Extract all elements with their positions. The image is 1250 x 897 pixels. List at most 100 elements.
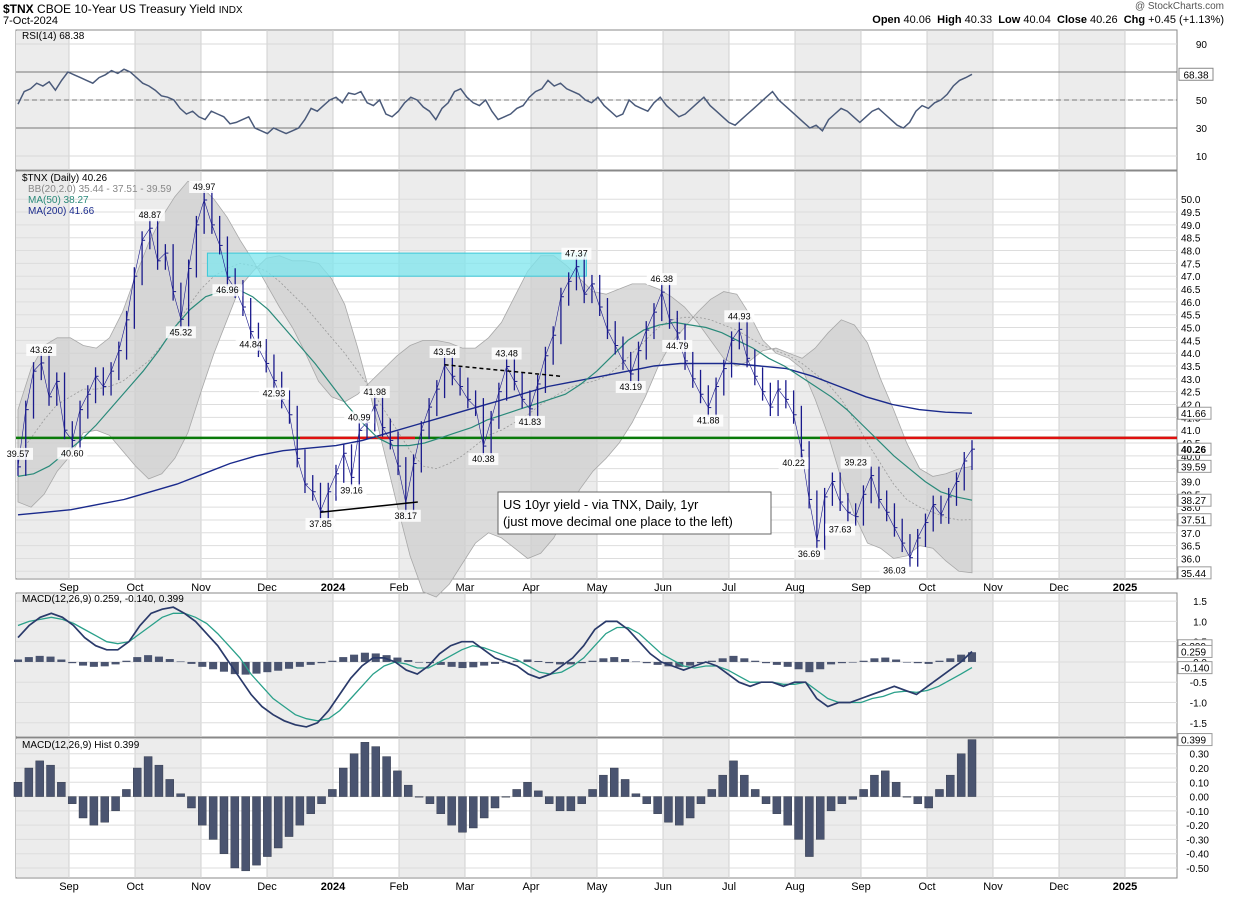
macd-hist-bar <box>718 658 727 662</box>
macd-hist-bar <box>57 659 66 662</box>
macd-hist-bar <box>458 661 467 669</box>
macd-hist-bar <box>436 661 445 665</box>
macd-hist-bar <box>588 660 597 662</box>
price-annotation-box <box>344 411 375 424</box>
macd-hist-bar <box>686 661 695 666</box>
hist-bar <box>252 796 261 866</box>
x-month-label: Aug <box>785 881 805 893</box>
x-month-label: Dec <box>1049 881 1069 893</box>
open-label: Open <box>872 14 901 26</box>
macd-hist-bar <box>740 658 749 662</box>
price-tick-label: 46.5 <box>1181 285 1201 296</box>
price-annotation-label: 43.62 <box>30 345 53 355</box>
price-annotation-box <box>561 247 592 260</box>
macd-hist-bar <box>924 661 933 664</box>
macd-hist-bar <box>415 661 424 663</box>
price-right-box <box>1177 442 1212 456</box>
exchange: INDX <box>218 5 243 16</box>
hist-last-box <box>1177 733 1213 747</box>
note-line-2: (just move decimal one place to the left… <box>503 514 733 529</box>
macd-tick-label: -0.5 <box>1190 678 1208 689</box>
trendline-lows <box>320 501 418 514</box>
ma50-line <box>17 288 973 501</box>
macd-month-band <box>927 594 993 736</box>
macd-hist-bar <box>913 661 922 664</box>
macd-hist-bar <box>642 661 651 664</box>
macd-hist-bar <box>902 661 911 663</box>
hist-bar <box>89 796 99 826</box>
macd-hist-bar <box>957 654 966 662</box>
macd-hist-bar <box>89 661 98 667</box>
macd-signal-line <box>17 612 973 722</box>
macd-hist-bar <box>610 657 619 662</box>
price-legend-main: $TNX (Daily) 40.26 <box>22 173 107 184</box>
hist-bar <box>165 779 175 797</box>
price-tick-label: 43.0 <box>1181 375 1201 386</box>
macd-hist-bar <box>621 659 630 662</box>
chg-label: Chg <box>1123 14 1146 26</box>
price-right-label: 41.66 <box>1181 409 1206 420</box>
hist-bar <box>198 796 207 826</box>
price-annotation-label: 44.79 <box>666 341 689 351</box>
price-annotation-box <box>3 447 33 460</box>
macd-hist-bar <box>935 660 944 662</box>
price-right-box <box>1177 513 1212 527</box>
macd-hist-bar <box>848 661 857 663</box>
ma200-line <box>17 362 973 516</box>
x-month-label: 2025 <box>1113 881 1137 893</box>
hist-bar <box>100 796 109 823</box>
macd-hist-bar <box>512 660 521 662</box>
macd-hist-bar <box>111 661 120 665</box>
x-month-label: Oct <box>126 881 143 893</box>
price-annotation-box <box>305 518 336 530</box>
price-annotation-box <box>693 414 724 427</box>
high-value: 40.33 <box>964 14 993 26</box>
hist-bar <box>859 789 868 797</box>
hist-month-band <box>663 739 729 877</box>
x-month-label: Feb <box>390 582 409 594</box>
price-annotation-box <box>189 180 220 193</box>
macd-hist-bar <box>46 656 55 662</box>
hist-bar <box>263 796 272 857</box>
macd-hist-bar <box>729 655 738 662</box>
hist-bar <box>78 796 88 819</box>
hist-bar <box>881 770 890 797</box>
rsi-legend: RSI(14) 68.38 <box>22 31 85 42</box>
price-tick-label: 49.5 <box>1181 208 1201 219</box>
price-annotation-label: 41.83 <box>519 417 542 427</box>
price-right-box <box>1177 493 1212 507</box>
price-annotation-box <box>879 564 910 577</box>
hist-bar <box>349 753 359 797</box>
hist-tick-label: 0.10 <box>1190 778 1210 789</box>
price-tick-label: 47.5 <box>1181 259 1201 270</box>
x-month-label: Oct <box>918 881 935 893</box>
hist-bar <box>35 760 44 797</box>
hist-bar <box>512 789 521 797</box>
macd-hist-bar <box>295 661 304 667</box>
trendline-highs-dashed <box>444 363 562 378</box>
hist-bar <box>794 796 803 840</box>
price-annotation-label: 41.98 <box>364 387 387 397</box>
price-annotation-box <box>336 484 367 497</box>
price-annotation-box <box>840 456 871 469</box>
price-right-label: 37.51 <box>1181 516 1206 527</box>
hist-bar <box>284 796 294 837</box>
macd-hist-bar <box>556 661 565 665</box>
hist-legend: MACD(12,26,9) Hist 0.399 <box>22 740 140 751</box>
hist-bar <box>219 796 229 854</box>
hist-bar <box>967 739 977 797</box>
macd-hist-bar <box>350 654 359 662</box>
hist-bar <box>458 796 467 833</box>
price-right-box <box>1177 459 1212 473</box>
price-annotation-box <box>646 273 677 286</box>
price-tick-label: 48.5 <box>1181 234 1201 245</box>
hist-bar <box>24 767 34 797</box>
macd-hist-bar <box>360 652 369 662</box>
hist-bar <box>675 796 684 826</box>
price-annotation-label: 47.37 <box>565 249 588 259</box>
hist-tick-label: 0.20 <box>1190 764 1210 775</box>
price-tick-label: 47.0 <box>1181 272 1201 283</box>
hist-bar <box>154 764 164 797</box>
macd-hist-bar <box>566 661 575 665</box>
hist-bar <box>805 796 814 857</box>
